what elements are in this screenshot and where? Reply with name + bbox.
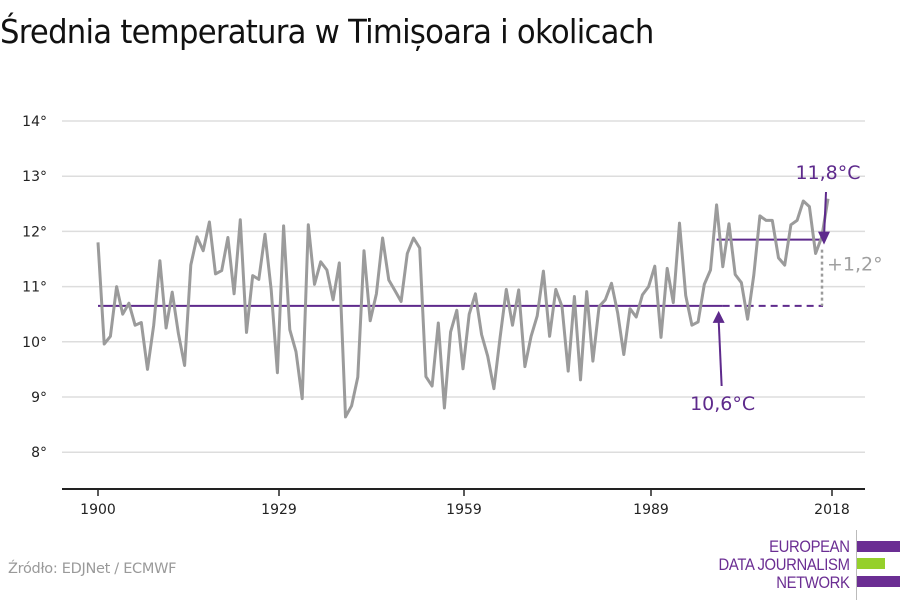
logo-text: EUROPEAN DATA JOURNALISM NETWORK [719,538,850,592]
y-tick-label: 9° [31,390,47,406]
logo-bar-top [857,541,900,552]
y-tick-label: 12° [22,224,47,240]
temperature-series-line [96,198,830,419]
logo-divider [856,530,857,600]
annotations: +1,2° 10,6°C 11,8°C [690,162,883,415]
y-tick-label: 11° [22,280,47,296]
baseline-arrow-shaft [717,319,723,387]
y-tick-label: 13° [22,169,47,185]
source-caption: Źródło: EDJNet / ECMWF [8,561,177,577]
x-tick-label: 2018 [814,502,850,518]
y-tick-label: 14° [22,114,47,130]
recent-arrow-head [818,231,830,245]
logo-line-2: DATA JOURNALISM [718,556,850,574]
recent-arrow-shaft [823,191,827,238]
x-tick-label: 1929 [261,502,297,518]
logo-bar-bottom [857,576,900,587]
y-tick-label: 8° [31,445,47,461]
reference-lines [98,238,823,307]
baseline-value-label: 10,6°C [690,393,755,415]
x-tick-label: 1959 [446,502,482,518]
baseline-arrow-head [712,310,725,323]
y-axis-ticks: 8° 9° 10° 11° 12° 13° 14° [22,114,47,461]
recent-value-label: 11,8°C [795,162,860,184]
series-lines [96,198,830,419]
logo-line-3: NETWORK [776,574,851,592]
y-tick-label: 10° [22,335,47,351]
x-tick-label: 1900 [80,502,116,518]
logo-bar-middle [857,558,885,569]
edjnet-logo[interactable]: EUROPEAN DATA JOURNALISM NETWORK [690,530,900,600]
logo-line-1: EUROPEAN [769,538,851,556]
x-tick-label: 1989 [633,502,669,518]
chart-title: Średnia temperatura w Timișoara i okolic… [0,12,654,51]
difference-label: +1,2° [827,254,883,276]
x-axis: 1900 1929 1959 1989 2018 [62,488,865,518]
gridlines [62,120,865,453]
